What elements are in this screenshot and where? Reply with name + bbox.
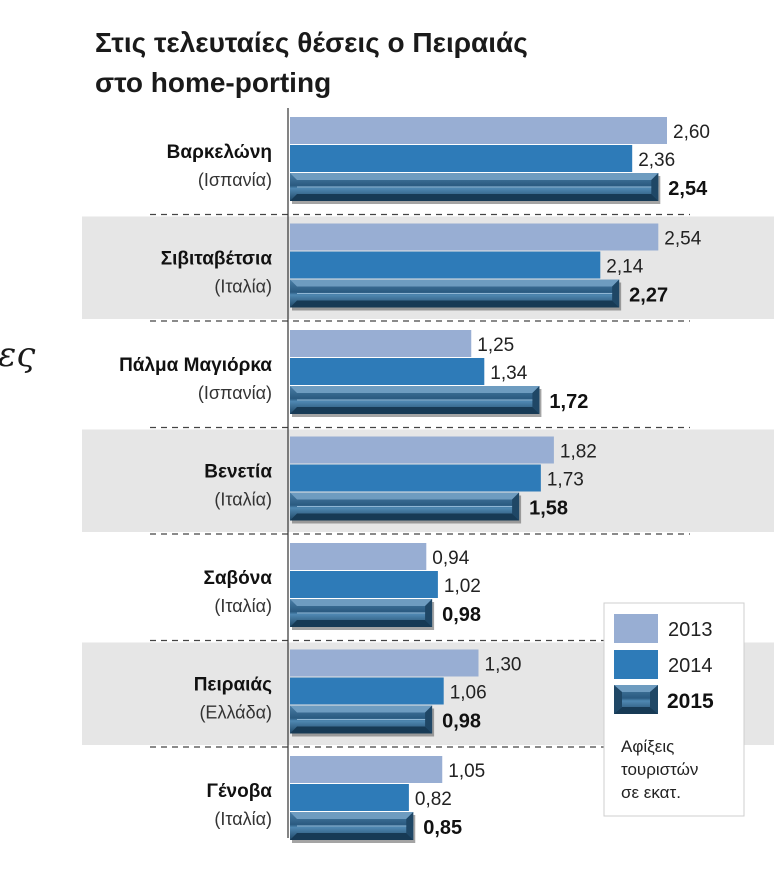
bar-2013	[290, 117, 667, 144]
bar-bevel-bottom	[290, 513, 520, 521]
bar-2015	[290, 812, 416, 843]
data-label-2015: 2,27	[629, 285, 668, 307]
bar-2015	[290, 492, 522, 524]
category-country: (Ιταλία)	[214, 809, 272, 829]
bar-bevel-right	[612, 279, 620, 308]
data-label-2013: 0,94	[432, 548, 469, 569]
bar-bevel-top	[290, 279, 620, 287]
category-labels: Βαρκελώνη (Ισπανία) 2,60 2,36 2,54 Σιβιταβέτσ…	[119, 122, 710, 839]
bar-2014	[290, 358, 485, 385]
category-label: Βαρκελώνη	[167, 142, 272, 163]
category-country: (Ισπανία)	[198, 383, 272, 403]
category-label: Πάλμα Μαγιόρκα	[119, 355, 272, 376]
bar-2014	[290, 784, 409, 811]
bar-bevel-top	[290, 599, 433, 606]
bar-2015	[290, 599, 435, 630]
data-label-2014: 1,34	[490, 363, 527, 384]
bar-bevel-right	[532, 386, 540, 414]
chart-title: Στις τελευταίες θέσεις ο Πειραιάς	[95, 27, 528, 58]
bar-bevel-right	[425, 599, 433, 627]
bar-bevel-bottom	[290, 833, 414, 840]
data-label-2014: 1,06	[450, 683, 487, 704]
data-label-2014: 1,02	[444, 576, 481, 597]
data-label-2015: 2,54	[668, 178, 708, 200]
bar-bevel-top	[290, 492, 520, 500]
bar-2013	[290, 649, 479, 677]
category-country: (Ιταλία)	[214, 596, 272, 616]
data-label-2014: 0,82	[415, 789, 452, 810]
legend-note-line2: τουριστών	[621, 760, 698, 779]
bar-bevel-right	[651, 173, 659, 201]
bar-2015	[290, 173, 661, 204]
category-label: Πειραιάς	[194, 675, 272, 696]
data-label-2013: 1,05	[448, 761, 485, 782]
category-country: (Ελλάδα)	[199, 703, 272, 723]
data-label-2015: 1,72	[549, 391, 588, 413]
data-label-2013: 1,82	[560, 442, 597, 463]
data-label-2013: 1,25	[477, 335, 514, 356]
bar-2014	[290, 251, 601, 279]
legend: 2013 2014 2015 Αφίξεις τουριστών σε εκατ…	[603, 602, 745, 817]
bar-bevel-top	[290, 173, 659, 180]
legend-label-2014: 2014	[668, 655, 713, 677]
category-label: Γένοβα	[207, 781, 273, 802]
data-label-2013: 2,54	[664, 229, 701, 250]
bars	[290, 117, 667, 843]
category-country: (Ιταλία)	[214, 490, 272, 510]
bar-2014	[290, 464, 541, 492]
bar-bevel-top	[290, 705, 433, 713]
bar-bevel-bottom	[290, 300, 620, 308]
legend-swatch-2013	[614, 614, 658, 643]
category-country: (Ισπανία)	[198, 170, 272, 190]
bar-bevel-right	[512, 492, 520, 521]
bar-bevel-top	[290, 386, 540, 393]
data-label-2013: 1,30	[485, 655, 522, 676]
category-label: Βενετία	[204, 462, 272, 483]
bar-bevel-right	[425, 705, 433, 734]
bar-2015	[290, 386, 542, 417]
row-dividers	[150, 213, 690, 748]
bar-bevel-bottom	[290, 194, 659, 201]
data-label-2014: 1,73	[547, 470, 584, 491]
bar-2015	[290, 279, 622, 311]
legend-swatch-2014	[614, 650, 658, 679]
bar-bevel-bottom	[290, 726, 433, 734]
bar-2013	[290, 330, 472, 357]
legend-note-line1: Αφίξεις	[621, 737, 674, 756]
category-label: Σιβιταβέτσια	[161, 249, 273, 270]
data-label-2014: 2,14	[606, 257, 643, 278]
data-label-2015: 0,85	[423, 817, 462, 839]
data-label-2015: 1,58	[529, 498, 568, 520]
bar-2013	[290, 436, 554, 464]
category-country: (Ιταλία)	[214, 277, 272, 297]
bar-bevel-right	[406, 812, 414, 840]
bar-2014	[290, 145, 633, 172]
data-label-2013: 2,60	[673, 122, 710, 143]
data-label-2014: 2,36	[638, 150, 675, 171]
bar-bevel-bottom	[290, 407, 540, 414]
chart-subtitle: στο home-porting	[95, 67, 331, 98]
bar-2013	[290, 756, 443, 783]
category-label: Σαβόνα	[203, 568, 272, 589]
legend-label-2013: 2013	[668, 619, 713, 641]
bar-bevel-bottom	[290, 620, 433, 627]
margin-text-fragment: ες	[0, 335, 36, 375]
bar-2013	[290, 543, 427, 570]
bar-bevel-top	[290, 812, 414, 819]
bar-2014	[290, 571, 438, 598]
legend-swatch-2015	[614, 685, 658, 714]
bar-2015	[290, 705, 435, 737]
bar-2013	[290, 223, 659, 251]
legend-label-2015: 2015	[667, 690, 714, 713]
data-label-2015: 0,98	[442, 604, 481, 626]
bar-2014	[290, 677, 444, 705]
legend-note-line3: σε εκατ.	[621, 783, 681, 802]
data-label-2015: 0,98	[442, 711, 481, 733]
